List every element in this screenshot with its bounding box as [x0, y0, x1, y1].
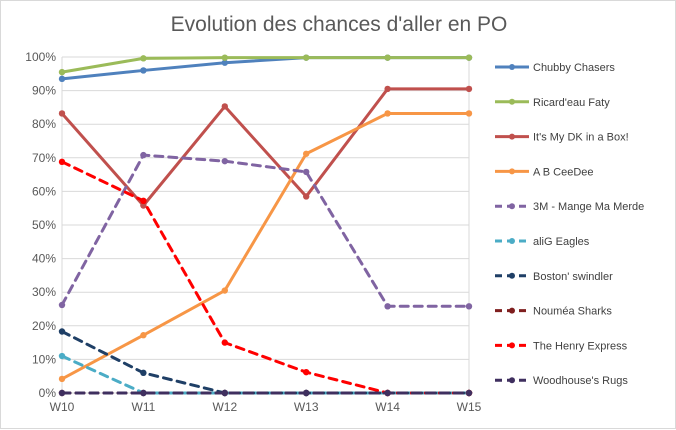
legend-marker	[509, 98, 515, 105]
data-point	[58, 110, 66, 117]
y-tick-label: 10%	[32, 352, 56, 366]
data-point	[221, 103, 228, 110]
data-point	[303, 389, 310, 397]
axes: 0% 10% 20% 30% 40% 50% 60% 70% 80% 90% 100% W10 W11 W…	[25, 50, 481, 414]
data-point	[58, 158, 66, 166]
x-tick-label: W12	[212, 400, 237, 414]
data-point	[140, 202, 147, 209]
data-point	[465, 389, 473, 397]
data-point	[58, 68, 66, 76]
x-tick-label: W14	[375, 400, 400, 414]
legend-label: 3M - Mange Ma Merde	[533, 201, 644, 213]
data-point	[221, 54, 228, 61]
legend-marker	[509, 272, 515, 279]
legend-marker	[509, 307, 515, 314]
legend-label: Boston' swindler	[533, 271, 613, 283]
data-point	[384, 389, 391, 397]
data-point	[465, 85, 473, 93]
y-tick-label: 60%	[32, 184, 56, 198]
data-point	[303, 54, 310, 61]
data-point	[140, 197, 147, 205]
data-point	[140, 389, 147, 397]
legend-label: aliG Eagles	[533, 236, 590, 248]
data-point	[140, 67, 147, 74]
y-tick-label: 70%	[32, 151, 56, 165]
series-line	[60, 354, 471, 395]
data-point	[221, 287, 228, 294]
data-point	[384, 110, 391, 117]
x-tick-label: W13	[294, 400, 319, 414]
series-line	[60, 111, 471, 381]
data-point	[140, 55, 147, 62]
y-tick-label: 30%	[32, 285, 56, 299]
x-tick-label: W10	[50, 400, 75, 414]
x-tick-label: W15	[457, 400, 482, 414]
series-line	[60, 87, 471, 208]
data-point	[58, 352, 66, 360]
y-tick-label: 80%	[32, 117, 56, 131]
legend-marker	[509, 133, 515, 140]
legend-marker	[509, 377, 515, 384]
data-point	[140, 151, 147, 159]
data-point	[140, 332, 147, 339]
legend-label: Ricard'eau Faty	[533, 97, 610, 109]
y-tick-label: 90%	[32, 84, 56, 98]
legend-marker	[509, 203, 515, 210]
series-line	[60, 153, 471, 308]
data-point	[384, 303, 391, 310]
data-point	[465, 303, 473, 310]
chart-title: Evolution des chances d'aller en PO	[170, 13, 508, 36]
legend-marker	[509, 64, 515, 70]
data-point	[465, 110, 473, 117]
series-line	[60, 160, 471, 395]
legend-label: It's My DK in a Box!	[533, 132, 629, 144]
data-point	[465, 54, 473, 61]
data-point	[221, 339, 228, 346]
legend-label: The Henry Express	[533, 340, 628, 352]
legend: Chubby Chasers Ricard'eau Faty It's My DK …	[495, 62, 644, 387]
data-point	[221, 59, 228, 66]
series-lines	[58, 54, 473, 397]
x-tick-label: W11	[132, 400, 156, 414]
data-point	[58, 301, 66, 309]
data-point	[58, 389, 66, 397]
y-tick-label: 50%	[32, 218, 56, 232]
data-point	[303, 368, 310, 376]
y-tick-label: 0%	[39, 386, 57, 400]
series-line	[60, 56, 471, 74]
series-line	[60, 330, 471, 395]
data-point	[221, 389, 228, 397]
legend-label: A B CeeDee	[533, 166, 594, 178]
legend-label: Chubby Chasers	[533, 62, 615, 74]
data-point	[58, 75, 66, 83]
legend-marker	[509, 238, 515, 244]
data-point	[140, 369, 147, 377]
y-tick-label: 100%	[25, 50, 56, 64]
data-point	[384, 85, 391, 93]
data-point	[303, 193, 310, 200]
y-tick-label: 20%	[32, 319, 56, 333]
y-tick-label: 40%	[32, 252, 56, 266]
legend-marker	[509, 168, 515, 175]
data-point	[303, 168, 310, 176]
data-point	[58, 375, 66, 383]
legend-label: Nouméa Sharks	[533, 306, 612, 318]
data-point	[58, 328, 66, 335]
legend-label: Woodhouse's Rugs	[533, 375, 628, 387]
data-point	[384, 54, 391, 61]
data-point	[221, 157, 228, 165]
legend-marker	[509, 342, 515, 349]
data-point	[303, 150, 310, 157]
